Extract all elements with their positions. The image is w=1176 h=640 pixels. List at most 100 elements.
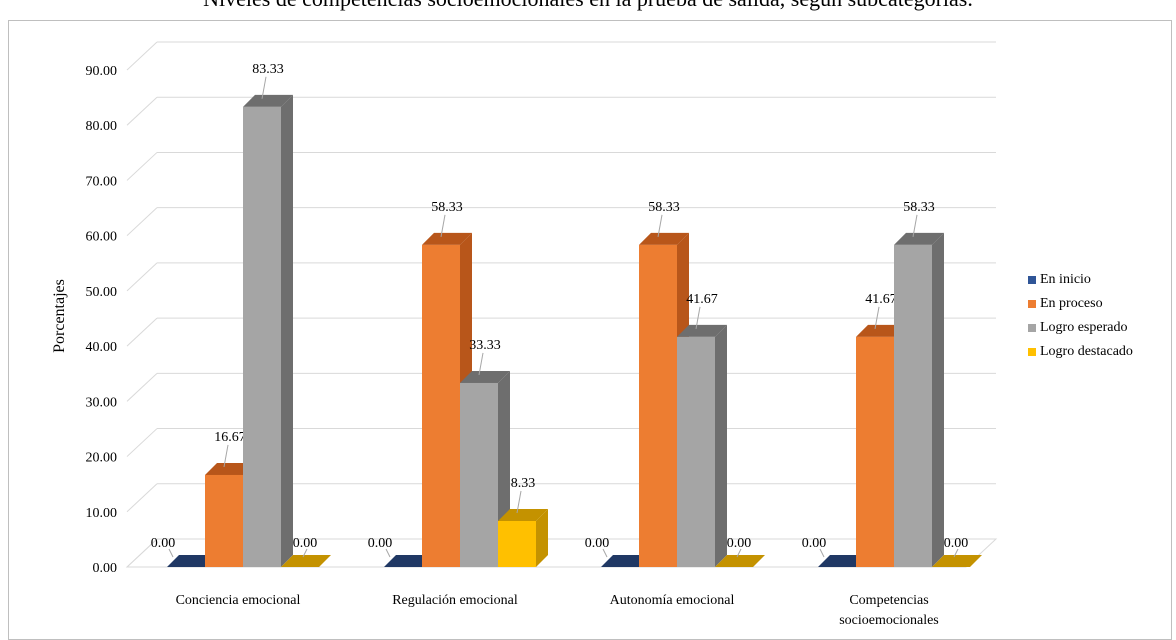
data-label: 0.00 [802, 536, 827, 551]
category-label: Competencias [849, 593, 928, 608]
data-label: 41.67 [686, 292, 718, 307]
data-label: 33.33 [469, 338, 501, 353]
bar-top [281, 555, 331, 567]
bar-front [460, 382, 498, 567]
gridline-group [126, 151, 996, 181]
data-label: 0.00 [585, 536, 610, 551]
y-tick-label: 80.00 [86, 119, 118, 134]
category-label: Autonomía emocional [610, 593, 735, 608]
bar-front [639, 244, 677, 567]
bar-top [818, 555, 868, 567]
gridline-diag [126, 483, 158, 513]
bar-top [894, 232, 944, 245]
legend-swatch [1028, 324, 1036, 332]
leader-line [736, 548, 742, 558]
bar-front [422, 244, 460, 567]
y-tick-label: 90.00 [86, 64, 118, 79]
bar-en-inicio [601, 555, 651, 567]
bar-side [932, 232, 944, 567]
data-label: 0.00 [944, 536, 969, 551]
bar-top [677, 324, 727, 337]
data-label: 58.33 [431, 200, 463, 215]
leader-line [819, 548, 825, 558]
legend: En inicio En proceso Logro esperado Logro d… [1028, 268, 1133, 364]
bar-logro-destacado [932, 555, 982, 567]
data-label: 0.00 [151, 536, 176, 551]
legend-label: Logro destacado [1040, 344, 1133, 359]
bar-top [243, 94, 293, 107]
data-label: 0.00 [293, 536, 318, 551]
data-label: 58.33 [648, 200, 680, 215]
leader-line [261, 76, 267, 99]
leader-line [478, 352, 484, 376]
data-label: 16.67 [214, 430, 246, 445]
bar-front [243, 106, 281, 567]
gridline-group [126, 317, 996, 347]
category-label: Conciencia emocional [176, 593, 301, 608]
bar-top [856, 324, 906, 337]
gridline-diag [126, 538, 158, 568]
bar-front [205, 474, 243, 567]
leader-line [695, 306, 701, 329]
legend-label: Logro esperado [1040, 320, 1128, 335]
bar-top [205, 462, 255, 475]
leader-line [440, 214, 446, 237]
bar-top [460, 370, 510, 383]
y-tick-label: 50.00 [86, 285, 118, 300]
bar-logro-esperado [677, 324, 727, 567]
data-label: 0.00 [368, 536, 393, 551]
bar-top [498, 508, 548, 521]
category-label: Regulación emocional [392, 593, 518, 608]
leader-line [602, 548, 608, 558]
y-tick-label: 0.00 [93, 561, 118, 576]
chart-title: Niveles de competencias socioemocionales… [0, 0, 1176, 12]
leader-line [516, 490, 522, 514]
gridline-diag [126, 262, 158, 292]
bar-side [536, 508, 548, 567]
data-label: 0.00 [727, 536, 752, 551]
gridline-diag [126, 372, 158, 402]
leader-line [223, 444, 229, 468]
gridline-diag [126, 96, 158, 126]
gridline-diag [126, 428, 158, 457]
data-label: 83.33 [252, 62, 284, 77]
bar-top [422, 232, 472, 245]
leader-line [168, 548, 174, 558]
gridline-group [126, 262, 996, 292]
data-label: 8.33 [511, 476, 536, 491]
bar-front [894, 244, 932, 567]
leader-line [874, 306, 880, 329]
bar-top [639, 232, 689, 245]
legend-swatch [1028, 300, 1036, 308]
bar-top [384, 555, 434, 567]
legend-swatch [1028, 348, 1036, 356]
bar-side [281, 94, 293, 567]
leader-line [302, 548, 308, 558]
gridline-group [126, 207, 996, 237]
bar-en-inicio [818, 555, 868, 567]
bar-top [715, 555, 765, 567]
gridline-diag [126, 317, 158, 347]
leader-line [385, 548, 391, 558]
y-tick-label: 70.00 [86, 174, 118, 189]
bar-logro-destacado [715, 555, 765, 567]
gridline-group [126, 96, 996, 126]
y-tick-label: 40.00 [86, 340, 118, 355]
y-tick-label: 60.00 [86, 230, 118, 245]
y-tick-label: 30.00 [86, 395, 118, 410]
bar-front [498, 520, 536, 567]
legend-item: En inicio [1028, 268, 1133, 292]
leader-line [912, 214, 918, 237]
bar-top [167, 555, 217, 567]
bar-top [601, 555, 651, 567]
category-label: socioemocionales [839, 613, 939, 628]
y-tick-label: 10.00 [86, 506, 118, 521]
gridline-group [126, 41, 996, 71]
gridline-diag [126, 41, 158, 71]
bar-logro-esperado [894, 232, 944, 567]
legend-item: Logro destacado [1028, 340, 1133, 364]
legend-label: En proceso [1040, 296, 1103, 311]
legend-item: En proceso [1028, 292, 1133, 316]
data-label: 41.67 [865, 292, 897, 307]
